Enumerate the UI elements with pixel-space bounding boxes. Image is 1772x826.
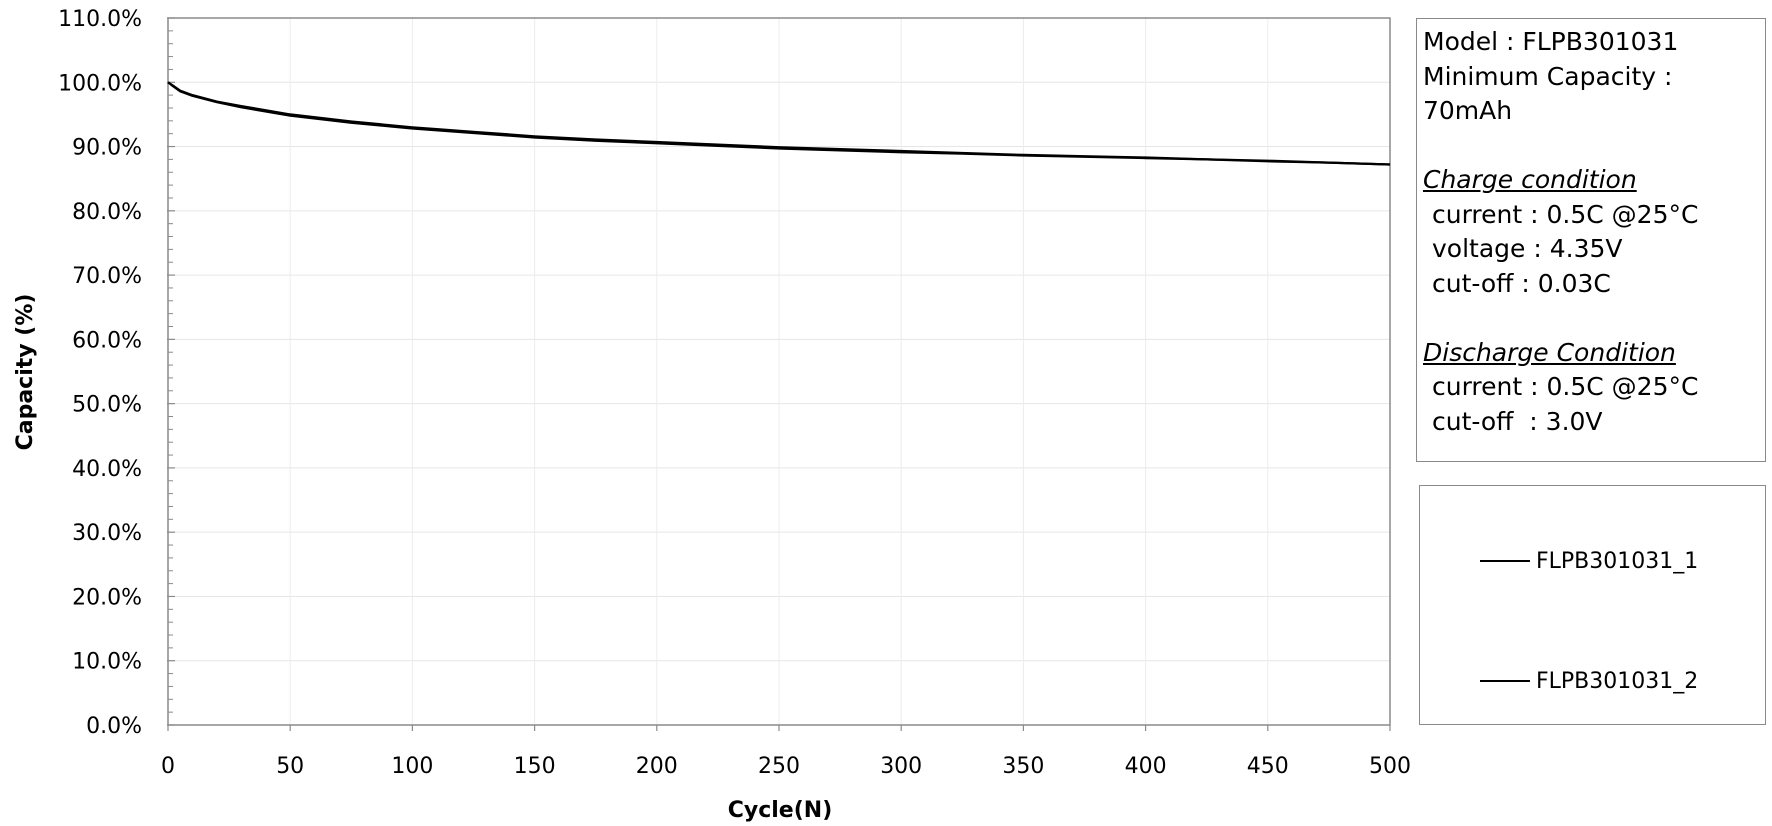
y-tick-label: 60.0% — [72, 328, 142, 353]
charge-voltage-text: voltage : 4.35V — [1432, 234, 1623, 263]
discharge-cutoff-text: cut-off : 3.0V — [1432, 406, 1603, 436]
x-axis-title: Cycle(N) — [728, 798, 833, 823]
model-text: Model : FLPB301031 — [1423, 27, 1679, 56]
charge-condition-heading: Charge condition — [1423, 165, 1637, 194]
legend: FLPB301031_1 FLPB301031_2 — [1419, 485, 1766, 725]
legend-swatch-series-1 — [1480, 560, 1530, 562]
min-capacity-label: Minimum Capacity : — [1423, 61, 1673, 91]
y-tick-label: 10.0% — [72, 650, 142, 675]
min-capacity-value: 70mAh — [1423, 96, 1513, 125]
spacer — [1423, 301, 1765, 336]
y-tick-label: 50.0% — [72, 393, 142, 418]
y-tick-label: 30.0% — [72, 521, 142, 546]
y-tick-label: 90.0% — [72, 136, 142, 161]
x-tick-label: 250 — [758, 754, 800, 779]
charge-current-text: current : 0.5C @25°C — [1432, 199, 1699, 229]
x-tick-label: 300 — [880, 754, 922, 779]
x-tick-label: 500 — [1369, 754, 1410, 779]
test-conditions-box: Model : FLPB301031 Minimum Capacity : 70… — [1416, 18, 1766, 462]
charge-cutoff-text: cut-off : 0.03C — [1432, 268, 1611, 298]
capacity-chart: 0 50 100 150 200 250 300 350 400 450 500 0.0% 10.0%… — [13, 7, 1410, 823]
plot-area — [167, 17, 1391, 726]
legend-item-series-2: FLPB301031_2 — [1480, 666, 1698, 696]
y-tick-label: 0.0% — [86, 714, 142, 739]
x-tick-label: 100 — [391, 754, 433, 779]
x-tick-labels: 0 50 100 150 200 250 300 350 400 450 500 — [161, 754, 1410, 779]
y-tick-label: 80.0% — [72, 200, 142, 225]
x-tick-label: 400 — [1125, 754, 1167, 779]
y-tick-label: 100.0% — [58, 71, 142, 96]
spacer — [1423, 129, 1765, 164]
series-lines — [167, 81, 1391, 166]
x-tick-label: 0 — [161, 754, 175, 779]
y-tick-labels: 0.0% 10.0% 20.0% 30.0% 40.0% 50.0% 60.0% 70.0% 8… — [58, 7, 142, 739]
legend-label-series-2: FLPB301031_2 — [1536, 668, 1699, 694]
grid-lines — [168, 18, 1390, 725]
series-line-2 — [167, 81, 1391, 166]
discharge-current-text: current : 0.5C @25°C — [1432, 372, 1699, 401]
y-tick-label: 40.0% — [72, 457, 142, 482]
x-tick-label: 200 — [636, 754, 678, 779]
discharge-condition-heading: Discharge Condition — [1423, 337, 1676, 367]
y-tick-label: 110.0% — [58, 7, 142, 32]
x-tick-label: 350 — [1002, 754, 1044, 779]
y-axis-title: Capacity (%) — [13, 294, 38, 451]
legend-label-series-1: FLPB301031_1 — [1536, 548, 1699, 574]
x-tick-label: 150 — [514, 754, 556, 779]
legend-item-series-1: FLPB301031_1 — [1480, 546, 1698, 576]
legend-swatch-series-2 — [1480, 680, 1530, 682]
y-tick-label: 70.0% — [72, 264, 142, 289]
y-tick-label: 20.0% — [72, 585, 142, 610]
x-tick-label: 50 — [276, 754, 304, 779]
x-tick-label: 450 — [1247, 754, 1289, 779]
